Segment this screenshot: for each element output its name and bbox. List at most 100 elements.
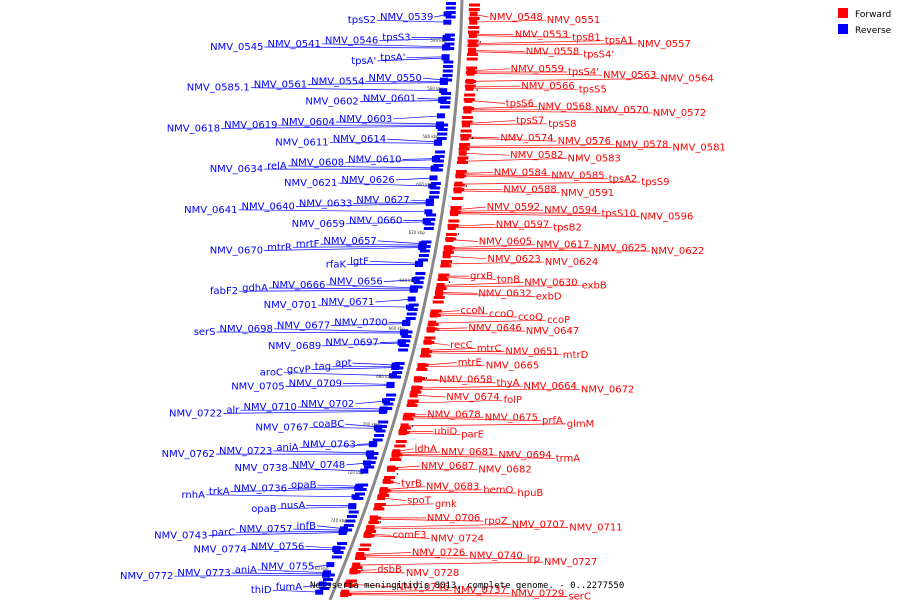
reverse-gene-label[interactable]: trkA	[209, 487, 230, 498]
forward-gene-label[interactable]: gmk	[435, 499, 457, 510]
forward-gene-label[interactable]: NMV_0646	[468, 323, 521, 334]
forward-gene-block[interactable]	[366, 526, 375, 531]
forward-gene-label[interactable]: NMV_0570	[595, 105, 648, 116]
forward-gene-label[interactable]: dsbB	[377, 565, 402, 576]
forward-gene-label[interactable]: NMV_0582	[510, 150, 563, 161]
reverse-gene-label[interactable]: apt	[335, 358, 351, 369]
forward-gene-label[interactable]: NMV_0694	[498, 450, 551, 461]
reverse-gene-label[interactable]: NMV_0618	[167, 123, 220, 134]
reverse-gene-label[interactable]: NMV_0710	[244, 402, 297, 413]
forward-gene-block[interactable]	[450, 211, 459, 217]
forward-gene-block[interactable]	[469, 11, 478, 17]
reverse-gene-label[interactable]: NMV_0656	[329, 277, 382, 288]
forward-gene-label[interactable]: NMV_0588	[503, 185, 556, 196]
forward-gene-label[interactable]: NMV_0727	[544, 557, 597, 568]
reverse-gene-label[interactable]: NMV_0738	[235, 463, 288, 474]
reverse-gene-label[interactable]: NMV_0705	[231, 382, 284, 393]
reverse-gene-label[interactable]: NMV_0633	[299, 198, 352, 209]
reverse-gene-block[interactable]	[411, 277, 420, 283]
forward-gene-label[interactable]: recC	[450, 340, 473, 351]
forward-gene-label[interactable]: tpsA1	[605, 36, 634, 47]
reverse-gene-label[interactable]: NMV_0541	[268, 39, 321, 50]
forward-gene-label[interactable]: tpsA2	[609, 174, 638, 185]
forward-gene-label[interactable]: NMV_0581	[672, 143, 725, 154]
reverse-gene-block[interactable]	[386, 383, 395, 389]
reverse-gene-label[interactable]: aroC	[260, 368, 283, 379]
forward-gene-label[interactable]: parE	[461, 430, 484, 441]
forward-gene-label[interactable]: mtrC	[477, 343, 502, 354]
reverse-gene-label[interactable]: NMV_0700	[334, 317, 387, 328]
forward-gene-block[interactable]	[436, 284, 445, 290]
forward-gene-label[interactable]: ccoP	[547, 315, 570, 326]
forward-gene-label[interactable]: NMV_0596	[640, 212, 693, 223]
forward-gene-block[interactable]	[465, 85, 474, 91]
forward-gene-label[interactable]: NMV_0724	[431, 533, 484, 544]
reverse-gene-label[interactable]: relA	[267, 161, 287, 172]
forward-gene-label[interactable]: NMV_0664	[524, 381, 577, 392]
reverse-gene-label[interactable]: NMV_0698	[220, 324, 273, 335]
forward-gene-label[interactable]: NMV_0583	[568, 153, 621, 164]
forward-gene-label[interactable]: NMV_0558	[526, 47, 579, 58]
forward-gene-block[interactable]	[458, 150, 467, 156]
reverse-gene-label[interactable]: tpsA'	[351, 56, 376, 67]
reverse-gene-label[interactable]: infB	[297, 521, 317, 532]
forward-gene-label[interactable]: NMV_0728	[406, 568, 459, 579]
forward-gene-label[interactable]: lrp	[527, 554, 540, 565]
reverse-gene-label[interactable]: tpsA'	[380, 53, 405, 64]
reverse-gene-block[interactable]	[373, 425, 382, 431]
forward-gene-label[interactable]: NMV_0617	[536, 240, 589, 251]
reverse-gene-label[interactable]: NMV_0756	[251, 541, 304, 552]
reverse-gene-label[interactable]: mtrR	[267, 242, 292, 253]
forward-gene-label[interactable]: NMV_0625	[594, 243, 647, 254]
forward-gene-label[interactable]: NMV_0605	[479, 237, 532, 248]
reverse-gene-label[interactable]: tpsS3	[382, 32, 410, 43]
forward-gene-label[interactable]: NMV_0740	[469, 551, 522, 562]
forward-gene-label[interactable]: NMV_0706	[427, 513, 480, 524]
forward-gene-label[interactable]: NMV_0651	[505, 347, 558, 358]
reverse-gene-label[interactable]: NMV_0763	[303, 440, 356, 451]
forward-gene-label[interactable]: ccoQ	[518, 312, 543, 323]
reverse-gene-label[interactable]: NMV_0702	[301, 399, 354, 410]
reverse-gene-label[interactable]: NMV_0657	[323, 236, 376, 247]
forward-gene-label[interactable]: NMV_0622	[651, 246, 704, 257]
reverse-gene-label[interactable]: NMV_0723	[219, 446, 272, 457]
forward-gene-label[interactable]: comE3	[393, 530, 427, 541]
reverse-gene-label[interactable]: NMV_0546	[325, 36, 378, 47]
reverse-gene-block[interactable]	[397, 340, 406, 346]
forward-gene-label[interactable]: NMV_0624	[545, 257, 598, 268]
reverse-gene-label[interactable]: aniA	[235, 565, 257, 576]
forward-gene-label[interactable]: rpoZ	[484, 516, 508, 527]
reverse-gene-label[interactable]: NMV_0722	[169, 408, 222, 419]
forward-gene-label[interactable]: tonB	[497, 274, 520, 285]
forward-gene-block[interactable]	[438, 274, 447, 280]
reverse-gene-label[interactable]: NMV_0640	[242, 202, 295, 213]
forward-gene-label[interactable]: NMV_0675	[485, 413, 538, 424]
reverse-gene-label[interactable]: NMV_0772	[120, 571, 173, 582]
reverse-gene-label[interactable]: NMV_0601	[363, 93, 416, 104]
reverse-gene-block[interactable]	[429, 175, 438, 181]
reverse-gene-label[interactable]: parC	[212, 527, 236, 538]
forward-gene-label[interactable]: tyrB	[401, 478, 422, 489]
reverse-gene-block[interactable]	[439, 80, 448, 85]
forward-gene-label[interactable]: NMV_0584	[494, 168, 547, 179]
forward-gene-label[interactable]: NMV_0574	[500, 133, 553, 144]
reverse-gene-block[interactable]	[425, 201, 434, 207]
forward-gene-block[interactable]	[400, 423, 409, 429]
reverse-gene-label[interactable]: NMV_0539	[380, 12, 433, 23]
reverse-gene-label[interactable]: NMV_0767	[255, 422, 308, 433]
forward-gene-block[interactable]	[467, 49, 476, 55]
forward-gene-label[interactable]: NMV_0632	[478, 288, 531, 299]
forward-gene-label[interactable]: NMV_0658	[439, 375, 492, 386]
reverse-gene-label[interactable]: NMV_0641	[184, 205, 237, 216]
forward-gene-label[interactable]: tpsS7	[516, 116, 544, 127]
forward-gene-label[interactable]: tpsS8	[548, 119, 576, 130]
reverse-gene-label[interactable]: NMV_0743	[154, 531, 207, 542]
forward-gene-block[interactable]	[463, 108, 472, 114]
forward-gene-label[interactable]: tpsB1	[572, 33, 601, 44]
reverse-gene-block[interactable]	[439, 88, 448, 94]
reverse-gene-label[interactable]: gcvP	[287, 365, 311, 376]
reverse-gene-label[interactable]: NMV_0550	[369, 73, 422, 84]
reverse-gene-label[interactable]: opaB	[291, 480, 317, 491]
reverse-gene-label[interactable]: fumA	[276, 582, 303, 593]
forward-gene-label[interactable]: tpsS6	[506, 98, 534, 109]
